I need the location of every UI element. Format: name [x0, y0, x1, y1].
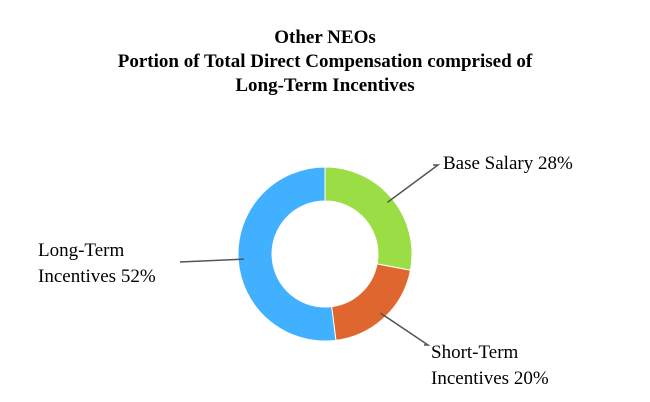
chart-title-block: Other NEOs Portion of Total Direct Compe…: [0, 26, 650, 98]
slice-label-long-term-incentives-2: Incentives 52%: [38, 266, 156, 287]
chart-subtitle-line-1: Portion of Total Direct Compensation com…: [117, 51, 533, 72]
slice-base-salary: [324, 166, 413, 271]
chart-title: Other NEOs: [274, 27, 376, 48]
slice-short-term-incentives: [331, 263, 412, 341]
leader-line-long-term-incentives: [179, 258, 245, 263]
slice-long-term-incentives: [237, 166, 337, 342]
chart-subtitle-line-2: Long-Term Incentives: [235, 75, 415, 96]
slice-label-short-term-incentives-1: Short-Term: [431, 342, 519, 363]
slice-label-short-term-incentives-2: Incentives 20%: [431, 368, 549, 389]
slice-label-long-term-incentives-1: Long-Term: [38, 240, 124, 261]
leader-line-base-salary: [386, 164, 441, 203]
leader-line-short-term-incentives: [380, 312, 431, 346]
slice-label-base-salary-1: Base Salary 28%: [443, 153, 573, 174]
